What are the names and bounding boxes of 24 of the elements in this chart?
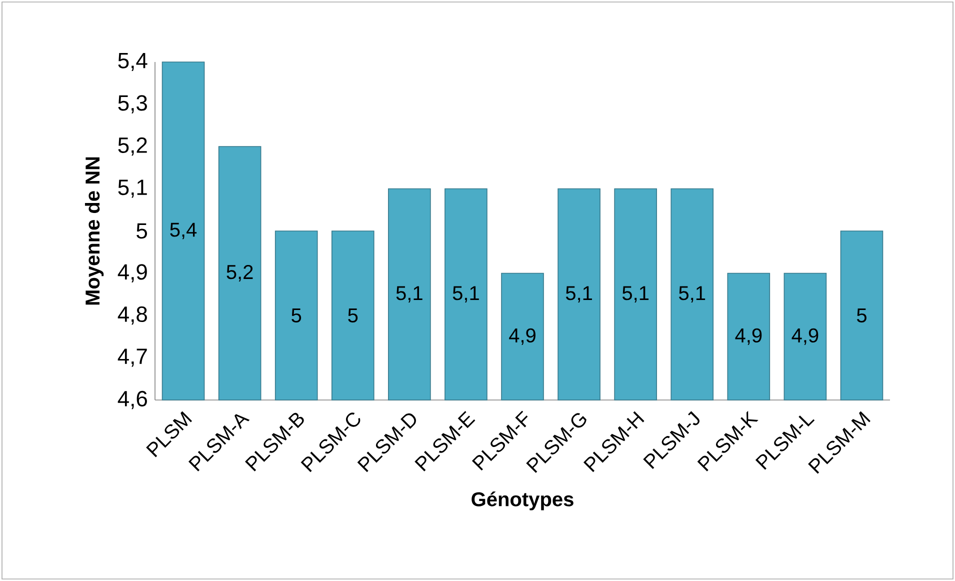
data-label: 5	[292, 308, 302, 322]
data-label: 5,1	[566, 286, 592, 303]
y-axis-title: Moyenne de NN	[84, 157, 104, 305]
y-tick-label: 5,4	[118, 53, 148, 71]
data-label: 5,1	[622, 286, 649, 303]
data-label: 5,1	[396, 286, 422, 303]
y-tick-label: 5,1	[118, 180, 147, 198]
y-tick-label: 5,3	[118, 95, 147, 114]
x-axis-title: Génotypes	[472, 491, 574, 510]
y-tick-label: 5,2	[118, 137, 147, 156]
y-tick-label: 5	[136, 223, 147, 239]
y-tick-label: 4,7	[118, 348, 147, 367]
data-label: 4,9	[509, 328, 536, 345]
data-label: 5,2	[226, 264, 253, 282]
data-label: 5	[856, 308, 866, 322]
data-label: 4,9	[792, 328, 818, 345]
data-label: 5,1	[452, 286, 479, 303]
data-label: 4,9	[735, 328, 762, 345]
data-label: 5	[348, 308, 358, 322]
data-label: 5,4	[170, 222, 197, 240]
y-tick-label: 4,9	[118, 264, 147, 282]
data-label: 5,1	[679, 286, 706, 303]
y-tick-label: 4,8	[118, 306, 147, 325]
y-tick-label: 4,6	[118, 390, 147, 410]
